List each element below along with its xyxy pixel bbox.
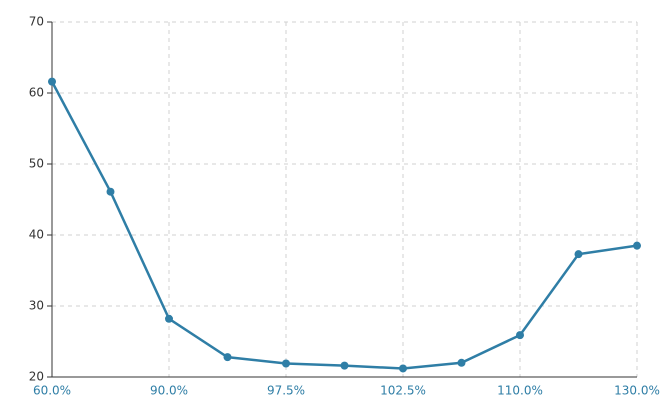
y-tick-label: 60 xyxy=(29,86,44,100)
x-tick-label: 60.0% xyxy=(33,384,71,398)
y-tick-label: 30 xyxy=(29,299,44,313)
x-tick-label: 102.5% xyxy=(380,384,426,398)
point xyxy=(633,241,641,250)
point xyxy=(282,359,290,368)
point xyxy=(340,361,349,370)
x-tick-label: 130.0% xyxy=(614,384,660,398)
y-tick-label: 70 xyxy=(29,15,44,29)
point xyxy=(48,77,56,86)
point xyxy=(399,364,407,373)
point xyxy=(106,187,115,196)
line xyxy=(50,81,638,370)
y-tick-label: 40 xyxy=(29,228,44,242)
point xyxy=(457,358,466,367)
point xyxy=(574,250,583,259)
point xyxy=(516,331,524,340)
x-tick-label: 90.0% xyxy=(150,384,188,398)
y-tick-label: 20 xyxy=(29,370,44,384)
point xyxy=(165,314,173,323)
point xyxy=(223,353,232,362)
x-tick-label: 97.5% xyxy=(267,384,305,398)
y-tick-label: 50 xyxy=(29,157,44,171)
x-tick-label: 110.0% xyxy=(497,384,543,398)
